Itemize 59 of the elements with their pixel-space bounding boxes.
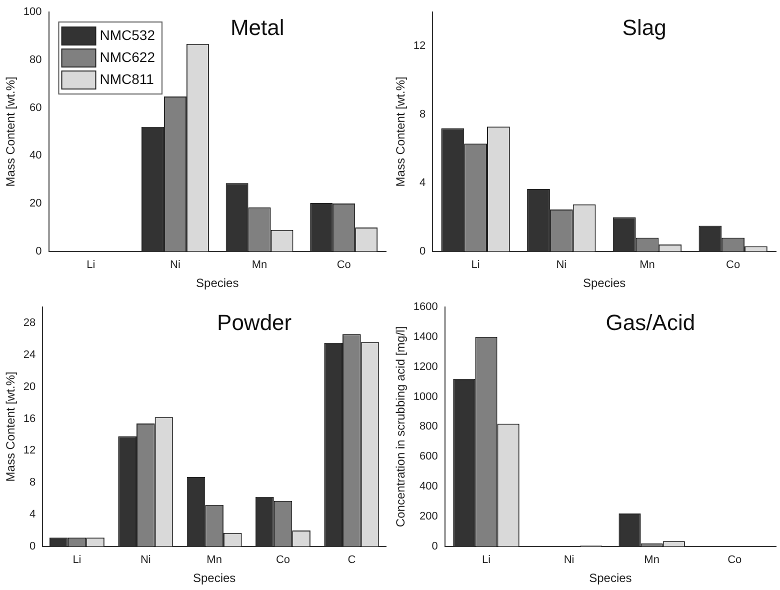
x-axis-title: Species [589,571,632,586]
y-tick-label: 100 [23,6,42,18]
y-tick-label: 4 [30,508,36,521]
x-tick-label: Ni [556,259,567,272]
chart-title: Slag [622,15,666,40]
x-axis-title: Species [582,276,626,290]
y-tick-label: 12 [413,40,426,52]
x-tick-label: Mn [644,554,660,566]
legend-label: NMC532 [100,26,156,43]
legend-label: NMC811 [100,70,154,87]
x-axis-title: Species [192,571,236,586]
y-tick-label: 1200 [413,360,438,373]
x-tick-label: Co [336,259,351,272]
y-tick-label: 0 [432,540,438,552]
y-tick-label: 0 [30,540,36,552]
y-tick-label: 16 [23,412,36,425]
x-tick-label: C [348,554,356,566]
x-tick-label: Ni [140,554,151,566]
y-tick-label: 24 [23,348,36,361]
y-tick-label: 0 [36,245,42,258]
x-tick-label: Li [72,554,82,566]
x-tick-label: Mn [206,554,222,566]
y-tick-label: 60 [30,102,42,114]
x-tick-label: Mn [640,259,655,272]
y-axis-title: Mass Content [wt.%] [4,76,18,187]
x-axis-title: Species [196,276,239,290]
y-tick-label: 80 [30,54,42,66]
y-tick-label: 1400 [413,330,438,343]
x-tick-label: Li [471,259,480,272]
x-tick-label: Ni [564,554,574,566]
y-tick-label: 28 [23,316,36,329]
y-tick-label: 8 [420,108,426,121]
y-tick-label: 200 [420,510,438,523]
y-tick-label: 12 [23,444,36,457]
y-tick-label: 8 [30,476,36,489]
y-tick-label: 4 [420,177,426,190]
x-tick-label: Li [86,259,96,272]
x-tick-label: Li [482,554,491,566]
y-tick-label: 0 [420,245,426,258]
y-tick-label: 20 [23,380,36,393]
x-tick-label: Mn [252,259,268,272]
y-axis-title: Concentration in scrubbing acid [mg/l] [394,326,408,528]
chart-title: Metal [230,15,284,40]
chart-title: Powder [217,310,292,336]
x-tick-label: Co [726,259,740,272]
y-tick-label: 40 [30,150,42,162]
x-tick-label: Co [728,554,742,566]
chart-title: Gas/Acid [606,310,696,336]
y-axis-title: Mass Content [wt.%] [394,76,408,187]
x-tick-label: Co [276,554,290,566]
y-tick-label: 1600 [413,301,438,314]
y-tick-label: 20 [30,198,42,210]
y-tick-label: 1000 [413,390,438,403]
y-axis-title: Mass Content [wt.%] [4,372,18,482]
y-tick-label: 600 [420,450,438,463]
y-tick-label: 400 [420,480,438,493]
x-tick-label: Ni [170,259,180,272]
y-tick-label: 800 [420,420,438,433]
legend-label: NMC622 [100,48,156,65]
